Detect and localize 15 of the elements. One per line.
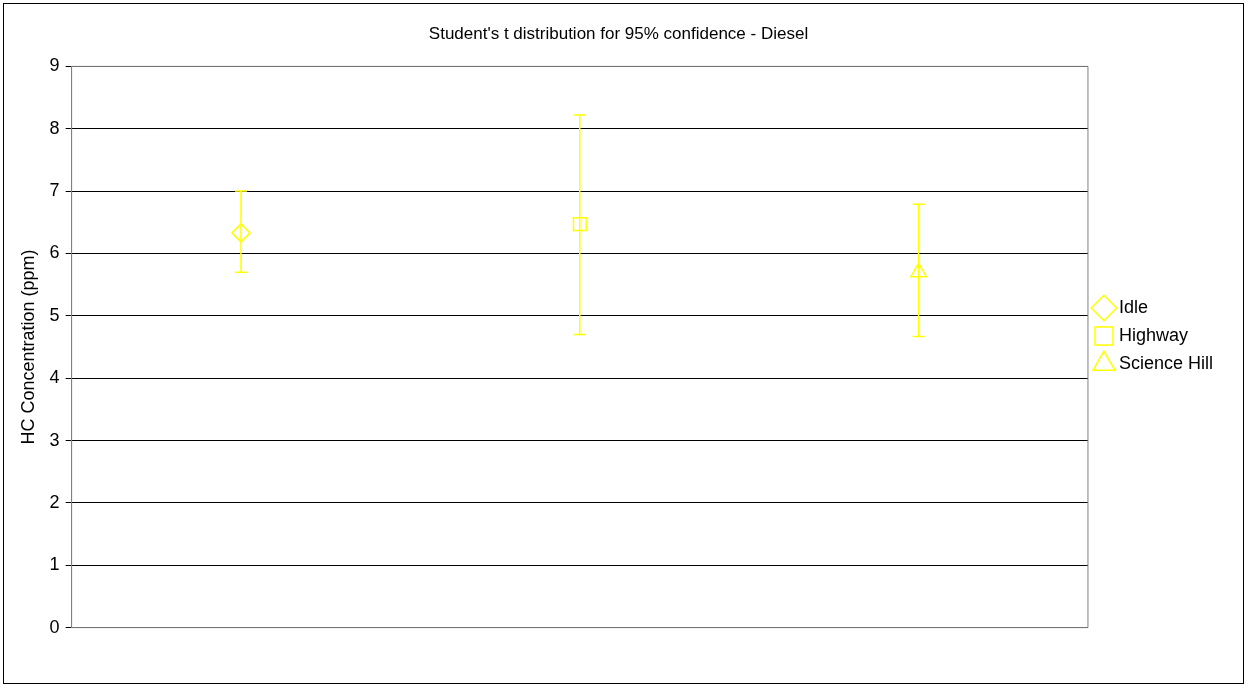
y-axis-title: HC Concentration (ppm) [17,249,38,445]
legend-label: Highway [1118,324,1188,345]
y-tick-label: 6 [49,242,60,263]
y-tick-label: 4 [49,367,60,388]
legend-label: Idle [1118,296,1148,317]
y-tick-label: 3 [49,429,60,450]
y-tick-label: 0 [49,616,60,637]
y-tick-label: 9 [49,55,60,76]
y-tick-label: 7 [49,180,60,201]
legend-label: Science Hill [1118,352,1214,373]
y-tick-label: 5 [49,304,60,325]
chart-title: Student's t distribution for 95% confidence - Diesel [428,23,809,43]
y-tick-label: 2 [49,491,60,512]
y-tick-label: 1 [49,554,60,575]
y-tick-label: 8 [49,117,60,138]
